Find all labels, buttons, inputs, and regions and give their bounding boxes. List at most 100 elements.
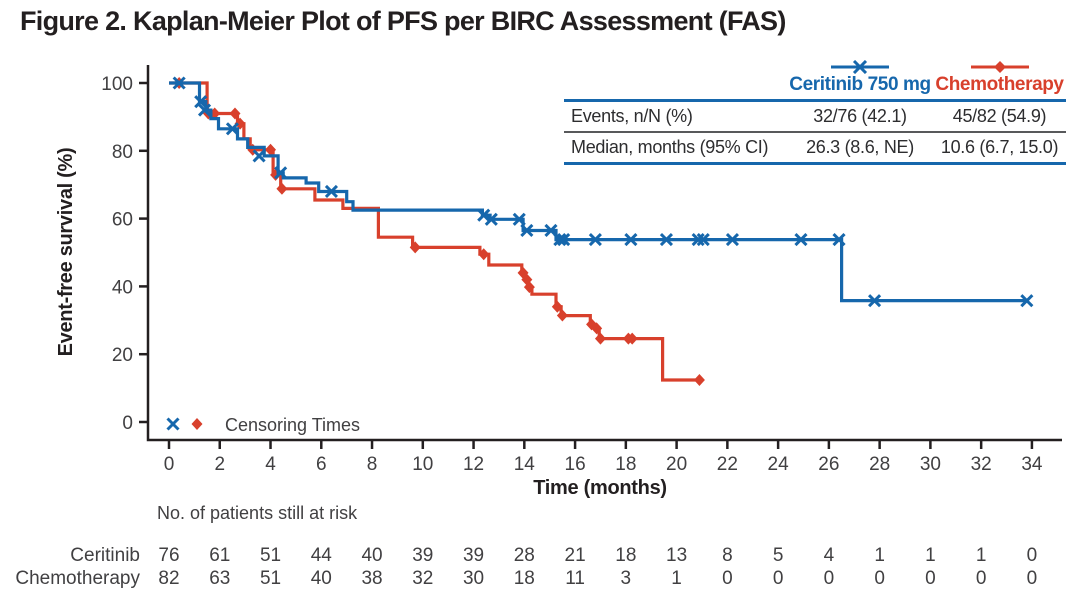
censor-x-marker bbox=[252, 149, 266, 163]
at-risk-count: 1 bbox=[925, 545, 936, 566]
x-tick-label: 6 bbox=[316, 454, 327, 475]
stats-row-median-label: Median, months (95% CI) bbox=[571, 137, 769, 157]
x-tick-label: 34 bbox=[1021, 454, 1043, 475]
at-risk-count: 1 bbox=[874, 545, 885, 566]
censor-x-marker bbox=[868, 294, 882, 308]
at-risk-count: 39 bbox=[463, 545, 484, 566]
x-tick-label: 28 bbox=[869, 454, 890, 475]
censor-x-marker bbox=[194, 95, 208, 109]
axis-frame bbox=[146, 65, 1062, 442]
at-risk-count: 13 bbox=[666, 545, 687, 566]
at-risk-header: No. of patients still at risk bbox=[157, 503, 358, 523]
x-tick-label: 14 bbox=[514, 454, 536, 475]
y-tick-label: 60 bbox=[112, 210, 133, 231]
at-risk-count: 0 bbox=[722, 568, 733, 589]
at-risk-count: 8 bbox=[722, 545, 733, 566]
censor-x-marker bbox=[696, 233, 710, 247]
at-risk-count: 63 bbox=[209, 568, 230, 589]
x-axis-title: Time (months) bbox=[533, 477, 667, 499]
at-risk-count: 39 bbox=[412, 545, 433, 566]
at-risk-count: 0 bbox=[1027, 568, 1038, 589]
at-risk-count: 0 bbox=[773, 568, 784, 589]
censor-x-marker bbox=[512, 212, 526, 226]
censor-diamond-marker bbox=[556, 309, 568, 322]
y-tick-label: 80 bbox=[112, 142, 133, 163]
at-risk-count: 0 bbox=[976, 568, 987, 589]
y-tick-label: 20 bbox=[112, 345, 133, 366]
x-tick-label: 22 bbox=[717, 454, 738, 475]
censor-x-marker bbox=[588, 233, 602, 247]
censor-x-marker bbox=[794, 233, 808, 247]
censor-diamond-marker bbox=[409, 241, 421, 254]
x-tick-label: 8 bbox=[367, 454, 378, 475]
at-risk-count: 0 bbox=[824, 568, 835, 589]
censor-x-marker bbox=[691, 233, 705, 247]
at-risk-row-label: Ceritinib bbox=[70, 545, 140, 566]
censor-x-marker bbox=[553, 233, 567, 247]
at-risk-count: 30 bbox=[463, 568, 484, 589]
at-risk-count: 1 bbox=[671, 568, 682, 589]
censor-x-marker bbox=[520, 223, 534, 238]
at-risk-count: 4 bbox=[824, 545, 835, 566]
ceritinib-line-x-marker-icon bbox=[831, 60, 889, 74]
y-axis-title: Event-free survival (%) bbox=[55, 148, 77, 357]
legend-censor-x-icon bbox=[166, 417, 180, 431]
x-tick-label: 20 bbox=[666, 454, 687, 475]
censoring-legend-label: Censoring Times bbox=[225, 415, 360, 435]
censor-diamond-marker bbox=[551, 300, 563, 313]
x-tick-label: 10 bbox=[412, 454, 433, 475]
stats-header-chemotherapy: Chemotherapy bbox=[933, 60, 1066, 96]
censor-x-marker bbox=[324, 184, 338, 199]
stats-col-header-ceritinib-label: Ceritinib 750 mg bbox=[789, 74, 931, 95]
at-risk-count: 0 bbox=[1027, 545, 1038, 566]
x-tick-label: 12 bbox=[463, 454, 484, 475]
stats-median-ceritinib-value: 26.3 (8.6, NE) bbox=[806, 137, 914, 157]
y-tick-label: 40 bbox=[112, 277, 133, 298]
stats-row-events-label: Events, n/N (%) bbox=[571, 106, 693, 126]
at-risk-count: 18 bbox=[514, 568, 535, 589]
at-risk-count: 3 bbox=[621, 568, 632, 589]
y-tick-label: 0 bbox=[122, 413, 133, 434]
x-tick-label: 26 bbox=[818, 454, 839, 475]
stats-events-ceritinib-value: 32/76 (42.1) bbox=[813, 106, 907, 126]
censor-x-marker bbox=[274, 166, 288, 180]
at-risk-count: 18 bbox=[615, 545, 636, 566]
censor-diamond-marker bbox=[276, 182, 288, 195]
at-risk-count: 28 bbox=[514, 545, 535, 566]
at-risk-count: 76 bbox=[158, 545, 179, 566]
censor-x-marker bbox=[172, 76, 186, 90]
at-risk-count: 51 bbox=[260, 545, 281, 566]
censor-x-marker bbox=[624, 233, 638, 247]
at-risk-count: 40 bbox=[361, 545, 382, 566]
censor-x-marker bbox=[225, 122, 240, 136]
stats-events-chemo-value: 45/82 (54.9) bbox=[952, 106, 1047, 126]
stats-table-header-row: Ceritinib 750 mg Chemotherapy bbox=[564, 60, 1066, 99]
at-risk-count: 1 bbox=[976, 545, 987, 566]
at-risk-count: 0 bbox=[874, 568, 885, 589]
stats-header-ceritinib: Ceritinib 750 mg bbox=[787, 60, 933, 96]
censor-x-marker bbox=[484, 212, 498, 226]
at-risk-count: 40 bbox=[311, 568, 332, 589]
x-tick-label: 0 bbox=[164, 454, 175, 475]
censor-diamond-marker bbox=[265, 143, 277, 156]
censor-diamond-marker bbox=[234, 117, 246, 130]
y-tick-label: 100 bbox=[101, 74, 133, 95]
censor-diamond-marker bbox=[591, 322, 603, 335]
x-tick-label: 30 bbox=[920, 454, 941, 475]
censor-x-marker bbox=[197, 103, 212, 117]
at-risk-count: 0 bbox=[925, 568, 936, 589]
x-tick-label: 2 bbox=[214, 454, 225, 475]
at-risk-count: 5 bbox=[773, 545, 784, 566]
censor-diamond-marker bbox=[594, 332, 606, 345]
chemotherapy-line-diamond-marker-icon bbox=[970, 61, 1029, 73]
censor-diamond-marker bbox=[523, 281, 535, 294]
x-tick-label: 32 bbox=[971, 454, 992, 475]
at-risk-count: 51 bbox=[260, 568, 281, 589]
censor-x-marker bbox=[477, 208, 491, 222]
at-risk-count: 32 bbox=[412, 568, 433, 589]
censor-x-marker bbox=[832, 233, 846, 247]
at-risk-count: 11 bbox=[565, 568, 585, 589]
at-risk-row-label: Chemotherapy bbox=[15, 568, 140, 589]
